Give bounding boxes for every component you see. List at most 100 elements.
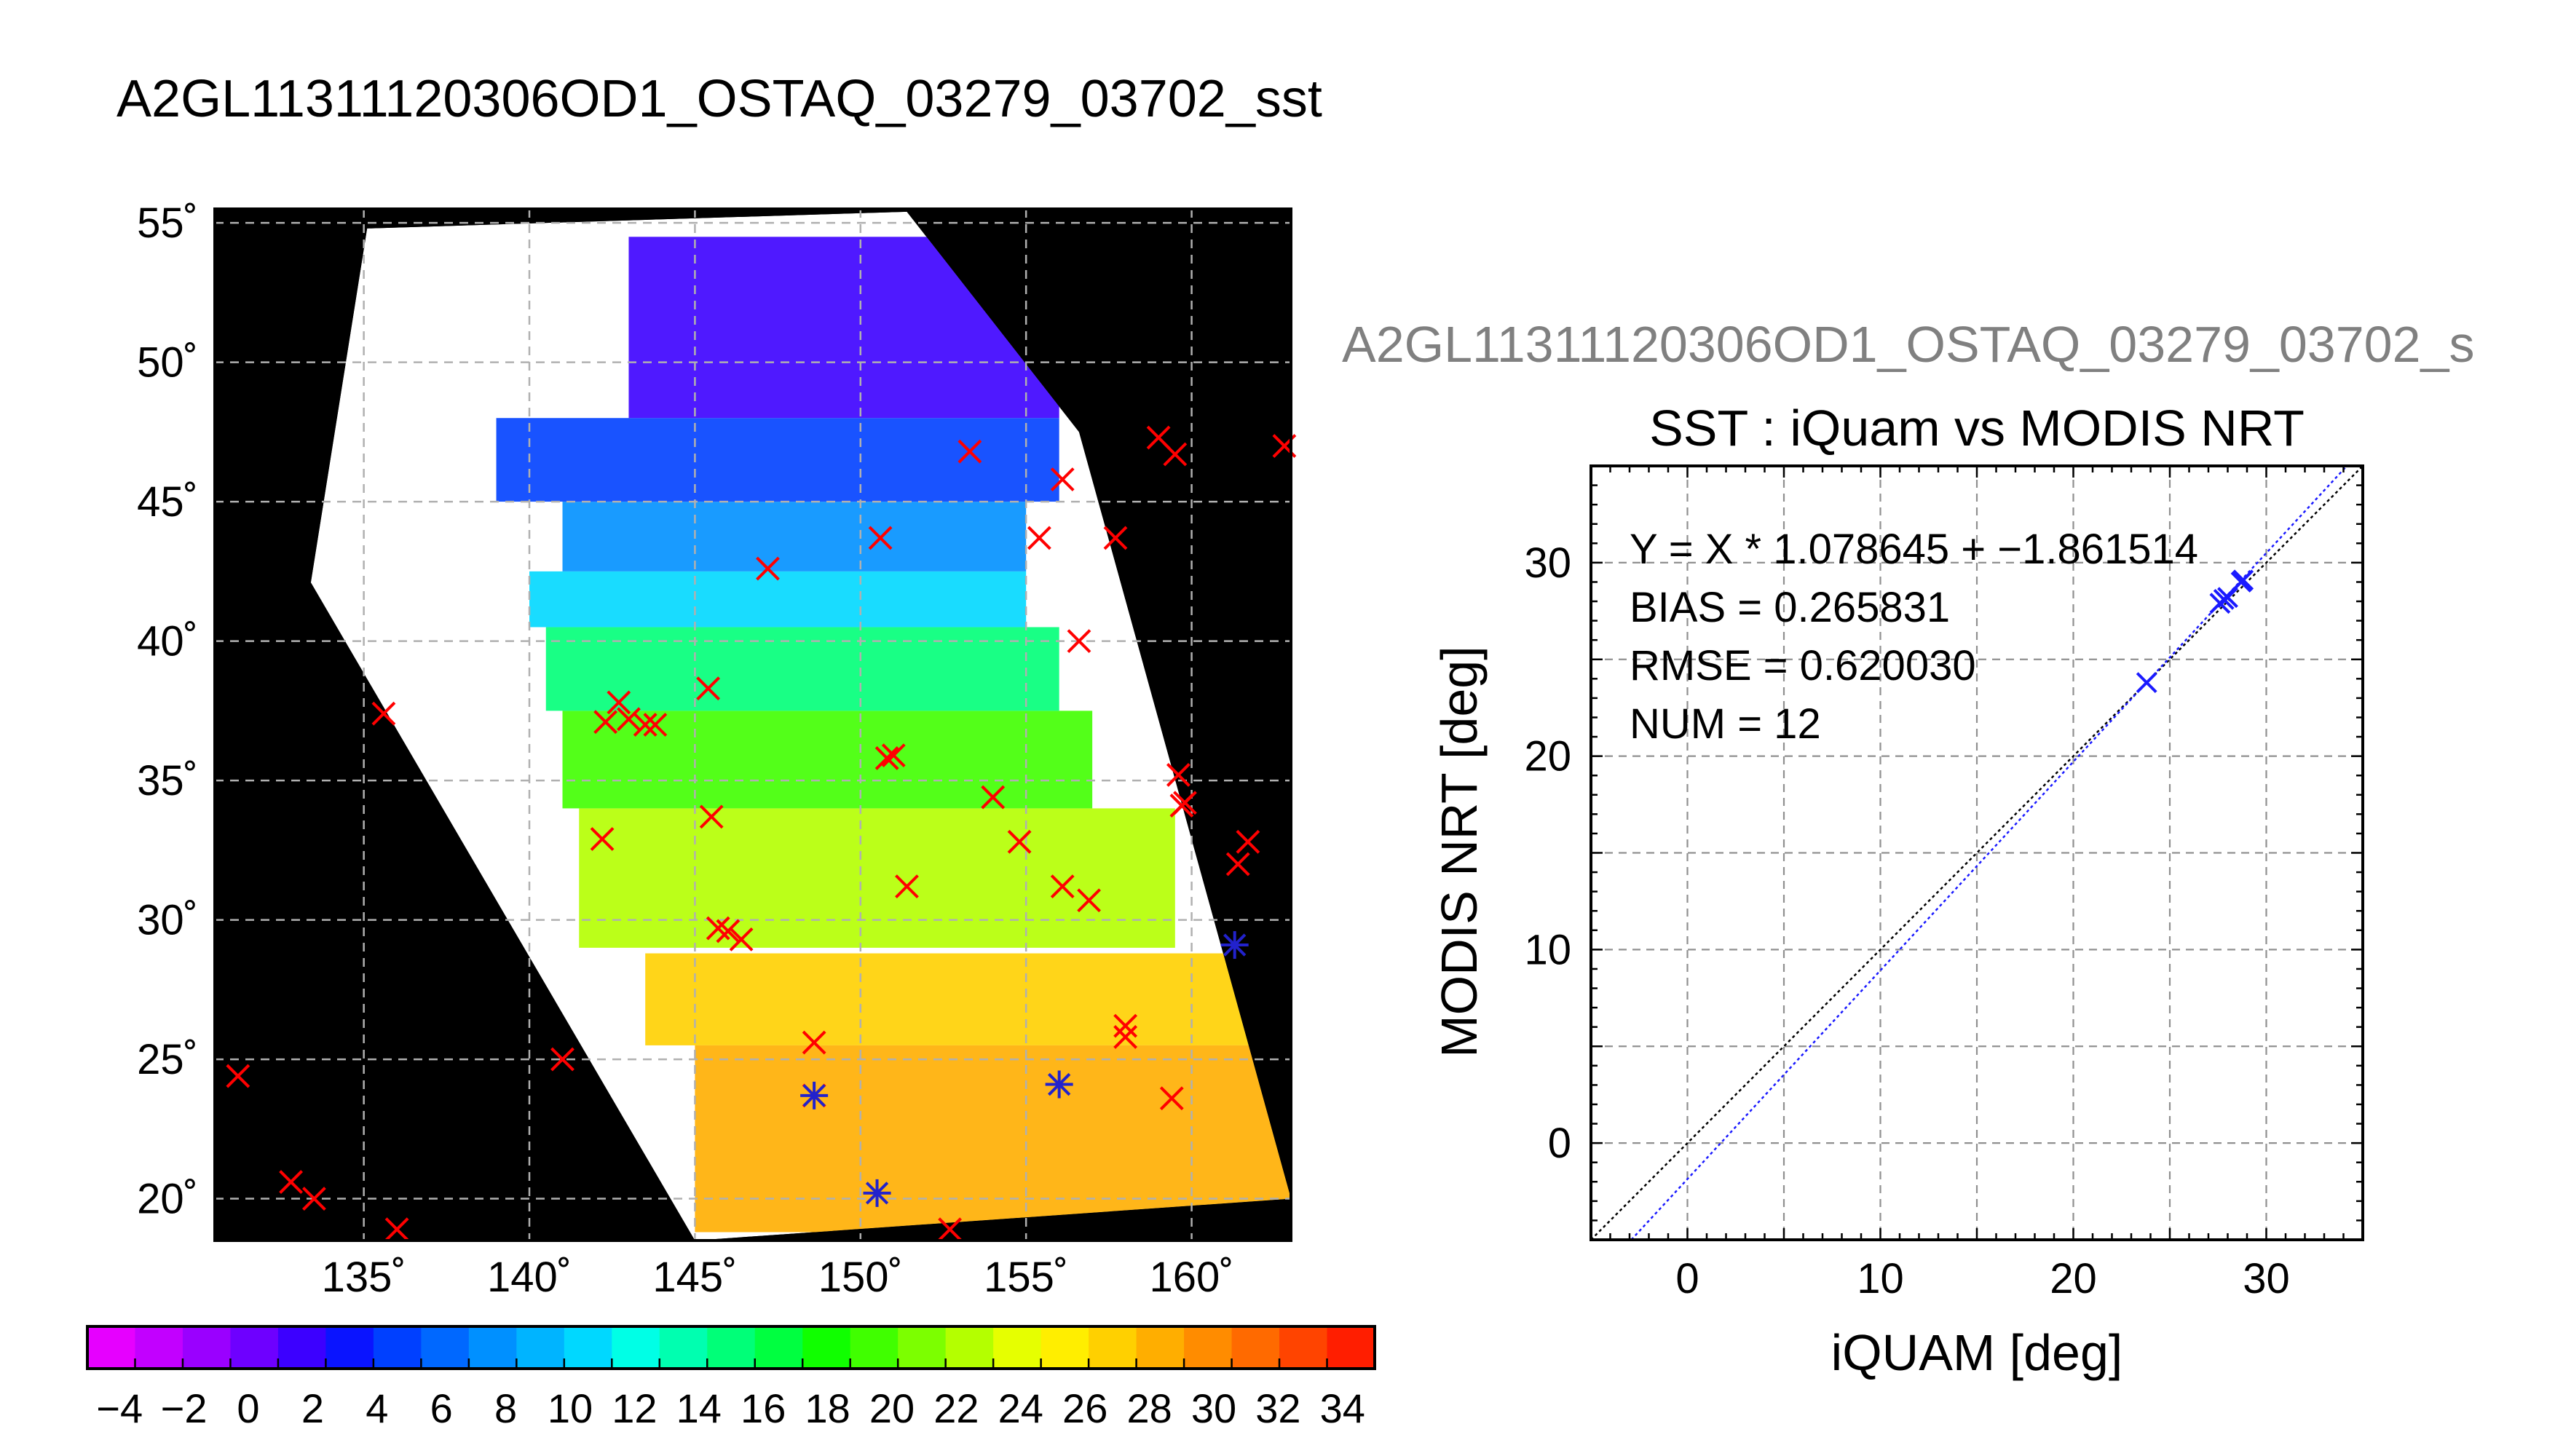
map-point — [699, 804, 724, 829]
map-point — [729, 927, 754, 951]
colorbar-tick-label: 10 — [548, 1385, 593, 1431]
sst-region — [695, 1045, 1291, 1233]
colorbar-tick-label: 12 — [612, 1385, 657, 1431]
colorbar-frame — [86, 1325, 1376, 1370]
map-lon-tick-label: 145˚ — [652, 1254, 737, 1301]
map-point — [1103, 526, 1128, 550]
colorbar-bin — [421, 1326, 470, 1369]
sst-region — [562, 502, 1027, 571]
map-point — [1027, 526, 1051, 550]
map-point — [593, 710, 618, 735]
colorbar-tick-label: 8 — [494, 1385, 517, 1431]
colorbar-tick-label: 24 — [998, 1385, 1043, 1431]
colorbar-bin — [182, 1326, 232, 1369]
map-matched-point — [1220, 931, 1249, 960]
identity-line — [1590, 465, 2364, 1241]
map-point — [1166, 763, 1190, 787]
map-point — [1163, 442, 1188, 467]
map-point — [1050, 874, 1075, 899]
colorbar-bin — [277, 1326, 327, 1369]
colorbar-bin — [1279, 1326, 1328, 1369]
map-lon-tick-label: 135˚ — [322, 1254, 406, 1301]
scatter-annotation: NUM = 12 — [1630, 700, 1821, 748]
map-point — [617, 707, 641, 732]
colorbar-tick-label: 22 — [933, 1385, 979, 1431]
colorbar-tick-label: −4 — [96, 1385, 143, 1431]
map-point — [696, 676, 721, 701]
map-point — [1067, 629, 1091, 654]
map-point — [874, 746, 899, 770]
map-point — [1236, 829, 1260, 854]
map-point — [226, 1064, 250, 1088]
sst-region — [645, 953, 1258, 1045]
map-lat-tick-label: 50˚ — [137, 339, 198, 387]
map-point — [279, 1170, 304, 1194]
colorbar-tick-label: 6 — [430, 1385, 453, 1431]
colorbar-bin — [1184, 1326, 1233, 1369]
map-point — [881, 743, 906, 768]
scatter-x-tick-label: 30 — [2243, 1255, 2290, 1302]
sst-region — [562, 711, 1093, 809]
map-lon-tick-label: 150˚ — [818, 1254, 903, 1301]
map-point — [1225, 852, 1250, 877]
colorbar-bin — [1136, 1326, 1185, 1369]
colorbar-tick-label: 20 — [869, 1385, 915, 1431]
map-point — [1159, 1086, 1184, 1111]
map-point — [802, 1030, 826, 1055]
map-point — [302, 1187, 326, 1211]
colorbar-bin — [993, 1326, 1042, 1369]
colorbar-bin — [373, 1326, 422, 1369]
scatter-y-tick-label: 0 — [1548, 1120, 1571, 1167]
map-point — [1077, 888, 1102, 913]
sst-region — [496, 418, 1059, 502]
map-point — [938, 1217, 963, 1242]
scatter-point — [2136, 672, 2157, 694]
map-point — [716, 919, 741, 943]
colorbar-tick-label: 32 — [1255, 1385, 1300, 1431]
colorbar-bin — [754, 1326, 803, 1369]
scatter-annotation: Y = X * 1.078645 + −1.861514 — [1630, 526, 2198, 573]
map-point — [371, 701, 396, 726]
map-matched-point — [800, 1081, 829, 1109]
colorbar-bin — [87, 1326, 136, 1369]
scatter-y-tick-label: 10 — [1524, 926, 1571, 973]
colorbar-bin — [1231, 1326, 1280, 1369]
map-matched-point — [1045, 1070, 1073, 1099]
map-lon-tick-label: 140˚ — [487, 1254, 572, 1301]
colorbar-tick-label: 2 — [301, 1385, 324, 1431]
map-lat-tick-label: 45˚ — [137, 478, 198, 526]
map-lon-tick-label: 160˚ — [1150, 1254, 1234, 1301]
map-lat-tick-label: 25˚ — [137, 1036, 198, 1083]
map-point — [1113, 1013, 1138, 1038]
colorbar-tick-label: 28 — [1126, 1385, 1172, 1431]
y-axis-label: MODIS NRT [deg] — [1431, 646, 1488, 1057]
colorbar-tick-label: 34 — [1320, 1385, 1365, 1431]
scatter-x-tick-label: 0 — [1675, 1255, 1699, 1302]
fit-line — [1630, 465, 2348, 1241]
colorbar-bin — [707, 1326, 756, 1369]
map-point — [643, 713, 668, 737]
colorbar-bin — [135, 1326, 183, 1369]
colorbar-bin — [612, 1326, 660, 1369]
scatter-annotation: BIAS = 0.265831 — [1630, 584, 1950, 631]
map-lat-tick-label: 30˚ — [137, 897, 198, 944]
map-point — [957, 439, 982, 464]
scatter-y-tick-label: 20 — [1524, 733, 1571, 780]
map-point — [868, 526, 893, 550]
map-point — [1113, 1025, 1138, 1049]
colorbar-bin — [230, 1326, 279, 1369]
scatter-point — [2232, 569, 2254, 591]
map-point — [981, 785, 1006, 810]
map-point — [756, 556, 780, 581]
scatter-x-tick-label: 20 — [2050, 1255, 2097, 1302]
colorbar-bin — [802, 1326, 851, 1369]
map-point — [895, 874, 919, 899]
map-frame — [213, 207, 1292, 1242]
map-point — [590, 827, 615, 851]
colorbar-bin — [850, 1326, 899, 1369]
map-point — [1173, 791, 1197, 815]
map-lon-tick-label: 155˚ — [984, 1254, 1068, 1301]
map-matched-point — [863, 1179, 891, 1207]
colorbar-bin — [898, 1326, 947, 1369]
